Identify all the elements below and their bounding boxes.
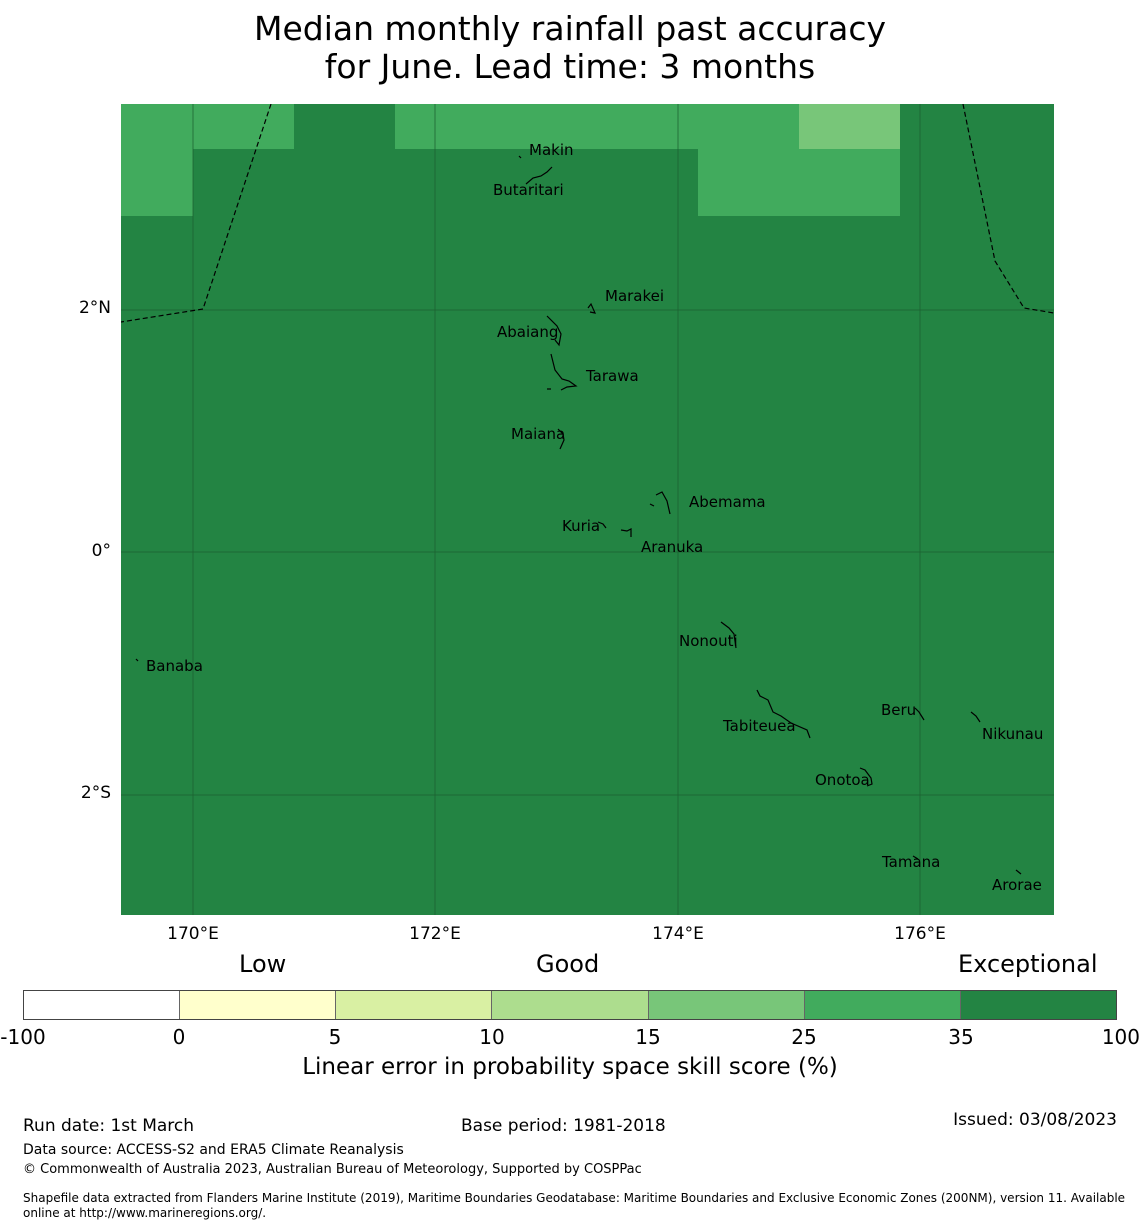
issued-date: Issued: 03/08/2023 bbox=[953, 1110, 1117, 1130]
colorbar-tick: 100 bbox=[1101, 1025, 1140, 1049]
colorbar-title: Linear error in probability space skill … bbox=[302, 1054, 838, 1080]
y-tick-0: 0° bbox=[91, 541, 111, 561]
category-exceptional: Exceptional bbox=[958, 950, 1098, 978]
map-title: Median monthly rainfall past accuracy fo… bbox=[0, 10, 1140, 86]
y-tick-2n: 2°N bbox=[78, 298, 111, 318]
island-label-maiana: Maiana bbox=[511, 425, 565, 443]
base-period: Base period: 1981-2018 bbox=[461, 1116, 666, 1136]
island-label-abemama: Abemama bbox=[689, 493, 766, 511]
x-tick-174e: 174°E bbox=[652, 924, 704, 944]
skill-cell-nw bbox=[121, 104, 193, 216]
skill-cell-nw2 bbox=[193, 104, 294, 149]
copyright: © Commonwealth of Australia 2023, Austra… bbox=[23, 1162, 642, 1177]
island-label-arorae: Arorae bbox=[992, 876, 1042, 894]
island-label-nikunau: Nikunau bbox=[982, 725, 1043, 743]
shapefile-credit-line-2: online at http://www.marineregions.org/. bbox=[23, 1206, 267, 1220]
colorbar-segment bbox=[336, 991, 493, 1019]
colorbar-tick: 5 bbox=[328, 1025, 342, 1049]
data-source: Data source: ACCESS-S2 and ERA5 Climate … bbox=[23, 1142, 404, 1158]
colorbar-tick: 0 bbox=[172, 1025, 186, 1049]
colorbar-segment bbox=[804, 991, 961, 1019]
island-label-nonouti: Nonouti bbox=[679, 632, 738, 650]
skill-map: Makin Butaritari Marakei Abaiang Tarawa … bbox=[121, 104, 1054, 915]
gridlines bbox=[121, 104, 1054, 915]
colorbar-segment bbox=[180, 991, 337, 1019]
y-tick-2s: 2°S bbox=[80, 783, 111, 803]
island-label-banaba: Banaba bbox=[146, 657, 203, 675]
island-labels: Makin Butaritari Marakei Abaiang Tarawa … bbox=[146, 141, 1043, 894]
island-label-marakei: Marakei bbox=[605, 287, 664, 305]
x-tick-172e: 172°E bbox=[409, 924, 461, 944]
x-tick-176e: 176°E bbox=[894, 924, 946, 944]
island-label-onotoa: Onotoa bbox=[815, 771, 870, 789]
shapefile-credit: Shapefile data extracted from Flanders M… bbox=[23, 1191, 1135, 1221]
category-good: Good bbox=[536, 950, 600, 978]
skill-cell-n bbox=[395, 104, 698, 149]
colorbar-tick: 35 bbox=[948, 1025, 974, 1049]
island-label-beru: Beru bbox=[881, 701, 916, 719]
title-line-2: for June. Lead time: 3 months bbox=[324, 47, 816, 86]
title-line-1: Median monthly rainfall past accuracy bbox=[253, 9, 887, 48]
island-label-butaritari: Butaritari bbox=[493, 181, 564, 199]
skill-field-base bbox=[121, 104, 1054, 915]
island-outlines bbox=[135, 155, 1022, 875]
island-label-aranuka: Aranuka bbox=[641, 538, 703, 556]
skill-cell-ne-light bbox=[799, 104, 900, 149]
eez-boundaries bbox=[121, 104, 1054, 323]
island-label-makin: Makin bbox=[529, 141, 574, 159]
shapefile-credit-line-1: Shapefile data extracted from Flanders M… bbox=[23, 1191, 1126, 1205]
colorbar-segment bbox=[492, 991, 649, 1019]
colorbar-tick: 10 bbox=[479, 1025, 505, 1049]
category-low: Low bbox=[239, 950, 287, 978]
island-label-tamana: Tamana bbox=[881, 853, 940, 871]
island-label-tabiteuea: Tabiteuea bbox=[722, 717, 796, 735]
island-label-tarawa: Tarawa bbox=[585, 367, 639, 385]
island-label-abaiang: Abaiang bbox=[497, 323, 558, 341]
colorbar-segment bbox=[648, 991, 805, 1019]
colorbar bbox=[23, 990, 1117, 1020]
colorbar-segment bbox=[24, 991, 181, 1019]
colorbar-segment bbox=[960, 991, 1116, 1019]
x-tick-170e: 170°E bbox=[167, 924, 219, 944]
colorbar-tick: -100 bbox=[0, 1025, 46, 1049]
run-date: Run date: 1st March bbox=[23, 1116, 195, 1136]
colorbar-tick: 25 bbox=[791, 1025, 817, 1049]
island-label-kuria: Kuria bbox=[562, 517, 600, 535]
colorbar-tick: 15 bbox=[635, 1025, 661, 1049]
